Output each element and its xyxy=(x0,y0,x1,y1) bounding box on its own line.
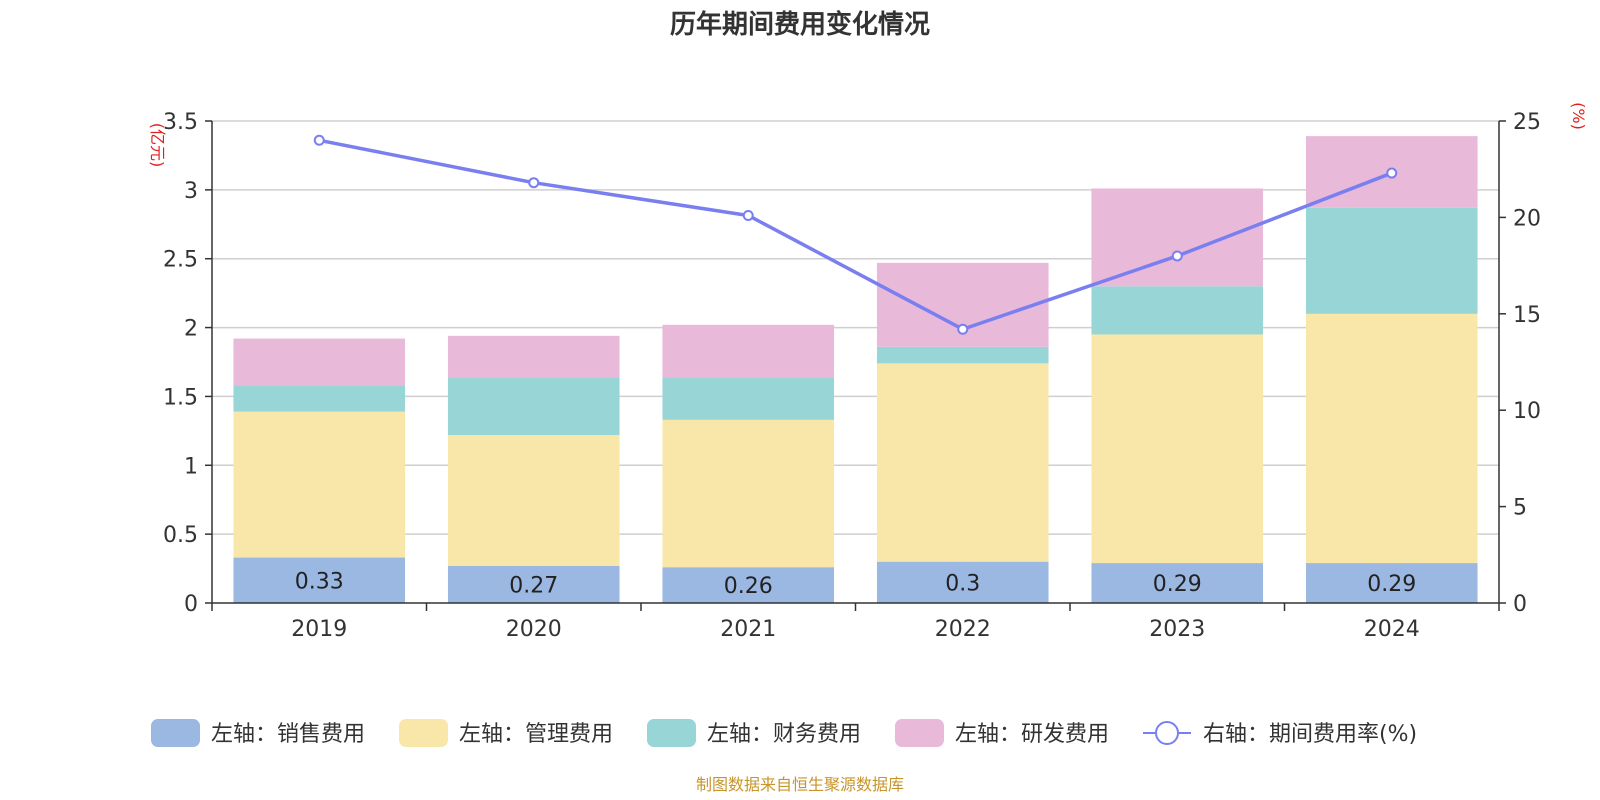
x-axis-tick-label: 2019 xyxy=(291,617,347,642)
bar-data-label: 0.27 xyxy=(509,573,558,598)
bar-segment-2 xyxy=(876,363,1049,562)
right-axis-tick-label: 10 xyxy=(1513,399,1541,424)
bar-segment-2 xyxy=(1305,313,1478,564)
bar-segment-3 xyxy=(447,377,620,435)
legend-label: 左轴：销售费用 xyxy=(211,722,365,747)
legend-item: 左轴：财务费用 xyxy=(647,719,861,747)
left-axis-tick-label: 0 xyxy=(184,592,198,617)
bar-segment-4 xyxy=(233,338,406,386)
bar-segment-3 xyxy=(1091,286,1264,335)
bar-segment-1 xyxy=(233,557,406,603)
right-axis-tick-label: 15 xyxy=(1513,303,1541,328)
legend-label: 右轴：期间费用率(%) xyxy=(1203,722,1417,747)
rate-point xyxy=(313,134,325,146)
legend-item: 左轴：销售费用 xyxy=(151,719,365,747)
right-axis-tick-label: 20 xyxy=(1513,206,1541,231)
rate-point xyxy=(742,209,754,221)
rate-point xyxy=(1171,250,1183,262)
bar-segment-1 xyxy=(447,565,620,603)
x-axis-tick-label: 2020 xyxy=(506,617,562,642)
bar-data-label: 0.3 xyxy=(945,571,980,596)
bar-data-label: 0.33 xyxy=(295,569,344,594)
left-axis-tick-label: 3 xyxy=(184,179,198,204)
legend-swatch-icon xyxy=(399,719,448,747)
bar-segment-1 xyxy=(1091,563,1264,603)
bar-segment-2 xyxy=(1091,334,1264,564)
legend-item: 左轴：管理费用 xyxy=(399,719,613,747)
bar-segment-3 xyxy=(1305,207,1478,314)
legend-label: 左轴：管理费用 xyxy=(459,722,613,747)
legend: 左轴：销售费用 左轴：管理费用 左轴：财务费用 左轴：研发费用 右轴：期间费用率(%) xyxy=(151,719,1417,747)
rate-point xyxy=(528,177,540,189)
legend-swatch-icon xyxy=(151,719,200,747)
left-axis-tick-label: 2.5 xyxy=(163,248,198,273)
x-axis-tick-label: 2021 xyxy=(720,617,776,642)
left-axis-tick-label: 2 xyxy=(184,317,198,342)
chart-title: 历年期间费用变化情况 xyxy=(670,9,930,40)
right-axis-tick-label: 25 xyxy=(1513,110,1541,135)
bar-segment-2 xyxy=(233,411,406,558)
legend-marker-icon xyxy=(1155,721,1179,745)
bar-segment-4 xyxy=(662,324,835,378)
left-axis-unit: (亿元) xyxy=(148,123,167,168)
legend-swatch-icon xyxy=(895,719,944,747)
right-axis-tick-label: 0 xyxy=(1513,592,1527,617)
bar-segment-1 xyxy=(876,561,1049,603)
bar-segment-4 xyxy=(1091,188,1264,287)
bar-segment-4 xyxy=(447,335,620,378)
bar-data-label: 0.29 xyxy=(1153,572,1202,597)
grid-lines xyxy=(212,120,1499,535)
bar-segment-3 xyxy=(876,346,1049,364)
legend-swatch-icon xyxy=(647,719,696,747)
legend-label: 左轴：财务费用 xyxy=(707,722,861,747)
bar-segment-2 xyxy=(447,434,620,566)
source-note: 制图数据来自恒生聚源数据库 xyxy=(696,775,904,794)
left-axis-tick-label: 3.5 xyxy=(163,110,198,135)
legend-item: 右轴：期间费用率(%) xyxy=(1143,721,1417,747)
left-axis-tick-label: 0.5 xyxy=(163,523,198,548)
x-axis-tick-label: 2024 xyxy=(1364,617,1420,642)
x-axis-tick-label: 2023 xyxy=(1149,617,1205,642)
axes: 0 0.5 1 1.5 2 2.5 3 3.5 0 5 10 15 20 25 2019 2020 2021 20… xyxy=(163,110,1541,642)
left-axis-tick-label: 1 xyxy=(184,454,198,479)
right-axis-tick-label: 5 xyxy=(1513,496,1527,521)
rate-line-path xyxy=(318,138,1393,331)
legend-item: 左轴：研发费用 xyxy=(895,719,1109,747)
bar-data-label: 0.29 xyxy=(1367,572,1416,597)
bar-data-label: 0.26 xyxy=(724,574,773,599)
legend-label: 左轴：研发费用 xyxy=(955,722,1109,747)
rate-point xyxy=(1386,167,1398,179)
bar-segment-1 xyxy=(1305,563,1478,603)
bars: 0.33 0.27 0.26 0.3 0.29 0.29 xyxy=(233,136,1478,603)
bar-segment-3 xyxy=(233,385,406,412)
left-axis-tick-label: 1.5 xyxy=(163,385,198,410)
right-axis-unit: (%) xyxy=(1569,102,1588,130)
rate-line xyxy=(313,134,1398,335)
bar-segment-1 xyxy=(662,567,835,603)
bar-segment-3 xyxy=(662,377,835,420)
x-axis-tick-label: 2022 xyxy=(935,617,991,642)
rate-point xyxy=(957,323,969,335)
bar-segment-2 xyxy=(662,419,835,568)
